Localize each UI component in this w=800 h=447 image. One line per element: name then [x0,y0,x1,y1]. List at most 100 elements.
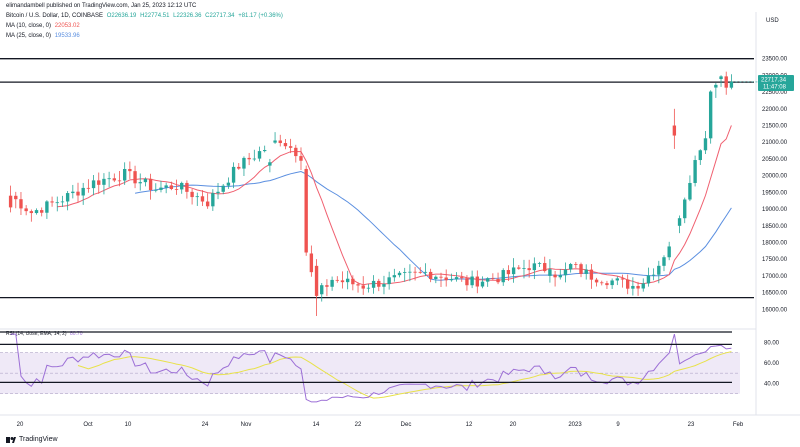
candle-body [29,211,34,214]
candle-body [698,150,702,161]
candle [257,146,262,162]
candle [112,173,116,183]
candle-body [340,280,345,283]
candle-body [506,270,511,275]
candle-body [631,285,635,289]
candle [117,170,122,187]
candle-body [615,278,620,281]
ma25-legend[interactable]: MA (25, close, 0) 19533.96 [6,33,82,39]
ma25-label: MA (25, close, 0) [6,33,52,39]
candle [532,257,537,280]
candle [216,183,220,200]
candle [506,265,511,281]
candle [361,276,365,295]
candle [81,182,85,205]
ma10-line [57,125,732,286]
candle [335,276,339,283]
candle-body [677,218,682,226]
candle [138,173,142,191]
candle-body [164,185,168,188]
candle [356,282,360,293]
current-price-label: 22717.34 [761,77,787,83]
y-tick-label: 16500.00 [762,291,788,297]
candle-body [231,166,236,183]
candle [387,271,391,290]
y-tick-label: 20500.00 [762,157,788,163]
candle [242,156,246,177]
ma25-line [135,170,732,281]
candle-body [226,182,231,186]
candle-body [377,280,381,287]
candle [382,275,386,295]
candle [714,82,718,98]
candle [537,261,542,268]
candle-body [522,268,526,269]
candle [283,139,288,150]
y-tick-label: 20000.00 [762,174,788,180]
candle-body [683,199,687,219]
candle [626,274,630,295]
candle-body [55,202,59,204]
candle-body [475,276,479,287]
x-tick-label: 14 [313,422,320,428]
low-value: L22326.36 [173,13,202,19]
candle-body [470,276,474,286]
candle [221,183,225,195]
candle [268,158,272,173]
candle-body [382,284,386,287]
symbol-label[interactable]: Bitcoin / U.S. Dollar, 1D, COINBASE [6,13,104,19]
candle-body [112,178,116,181]
y-tick-label: 17000.00 [762,274,788,280]
candle-body [688,182,692,200]
candle-body [345,278,350,283]
candle [351,275,355,291]
candle-body [465,278,469,286]
candle [636,281,640,296]
x-tick-label: Feb [733,422,744,428]
candle-body [626,279,630,289]
candle [107,171,111,188]
candle-body [558,275,562,278]
candle-body [190,191,194,198]
candle [568,262,573,273]
candle [662,255,666,272]
tradingview-brand: TradingView [19,436,58,443]
candle [345,270,350,290]
candle [460,271,464,282]
x-tick-label: 20 [17,422,24,428]
candle [60,195,65,207]
candle [439,272,443,287]
candle-body [107,178,111,180]
candle-body [159,187,163,190]
candle [558,269,562,280]
rsi-legend[interactable]: RSI (14, close, EMA, 14, 2) 80.70 [6,331,85,337]
candle-body [708,91,713,139]
candle [703,131,708,155]
candle [174,179,179,195]
candle [164,182,168,194]
candle-body [620,278,625,280]
candle [657,260,661,284]
candle-body [102,178,106,185]
candle-body [299,156,303,161]
candle-body [662,257,666,266]
candle-body [138,182,142,184]
y-tick-label: 21500.00 [762,124,788,130]
candle [719,75,723,87]
candle [65,191,70,211]
candle [14,191,18,209]
candle-body [34,210,39,214]
y-tick-label: 21000.00 [762,140,788,146]
y-tick-label: 23500.00 [762,57,788,63]
candle-body [672,125,677,136]
candle [299,147,303,170]
ma10-legend[interactable]: MA (10, close, 0) 22053.02 [6,23,82,29]
candle-body [460,277,464,279]
candle [724,71,728,95]
candle-body [729,81,734,88]
candle-body [283,143,288,147]
candle [397,271,402,278]
candle [55,196,59,212]
rsi-tick-label: 60.00 [764,361,780,367]
